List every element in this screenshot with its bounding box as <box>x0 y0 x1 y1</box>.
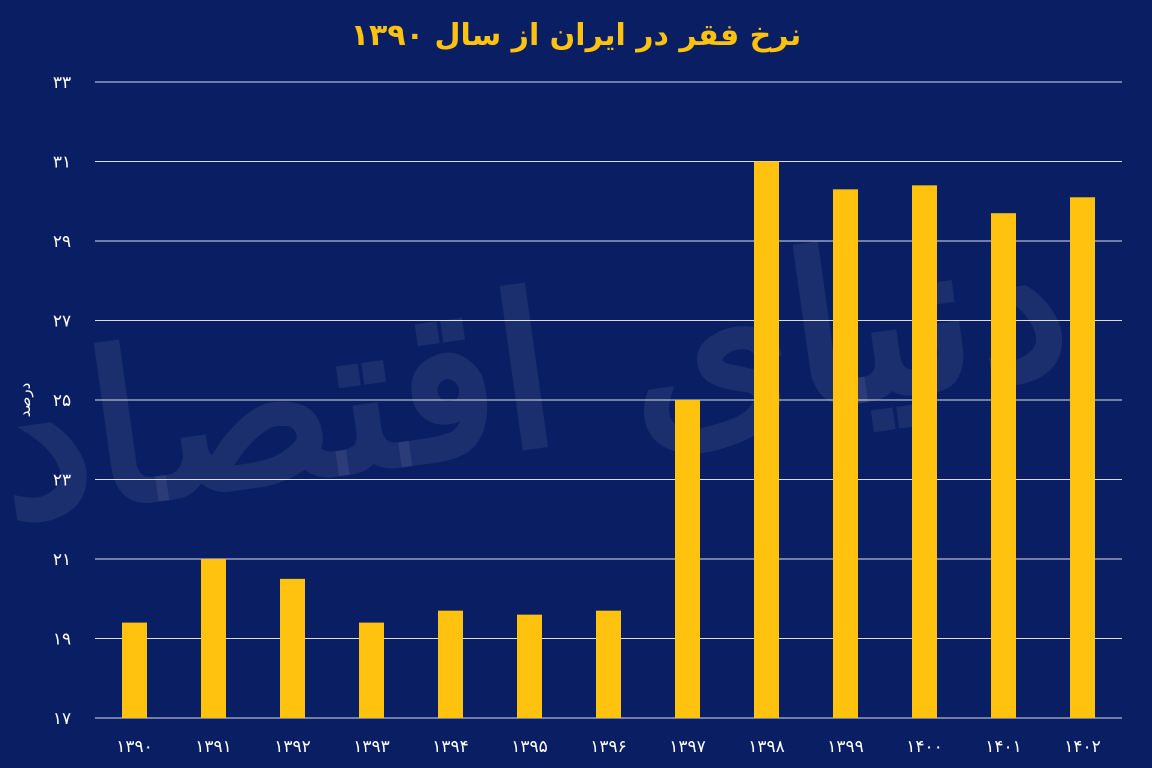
chart-title: نرخ فقر در ایران از سال ۱۳۹۰ <box>350 18 802 53</box>
x-tick-label: ۱۳۹۹ <box>827 737 864 757</box>
bar <box>122 622 147 718</box>
bar <box>912 185 937 719</box>
y-tick-label: ۱۷ <box>53 709 71 729</box>
bar <box>280 578 305 718</box>
x-tick-label: ۱۳۹۱ <box>195 737 232 757</box>
bar <box>359 622 384 718</box>
x-tick-label: ۱۳۹۸ <box>748 737 785 757</box>
y-tick-label: ۲۹ <box>53 232 71 252</box>
x-tick-label: ۱۳۹۵ <box>511 737 548 757</box>
y-tick-label: ۲۱ <box>53 550 71 570</box>
x-tick-label: ۱۴۰۲ <box>1064 737 1101 757</box>
bar <box>675 400 700 718</box>
y-axis-label: درصد <box>16 383 34 418</box>
bar <box>517 614 542 718</box>
y-tick-label: ۲۵ <box>53 391 71 411</box>
x-tick-label: ۱۴۰۱ <box>985 737 1022 757</box>
bar <box>1070 197 1095 718</box>
y-tick-label: ۳۳ <box>53 73 71 93</box>
x-tick-label: ۱۳۹۲ <box>274 737 311 757</box>
y-tick-label: ۱۹ <box>53 630 71 650</box>
bar <box>833 189 858 718</box>
y-tick-label: ۳۱ <box>53 153 71 173</box>
bar <box>754 161 779 718</box>
x-tick-label: ۱۳۹۴ <box>432 737 469 757</box>
x-tick-label: ۱۳۹۰ <box>116 737 153 757</box>
y-tick-label: ۲۳ <box>53 471 71 491</box>
bar <box>201 559 226 718</box>
bar <box>991 213 1016 719</box>
x-tick-label: ۱۳۹۶ <box>590 737 627 757</box>
x-tick-label: ۱۳۹۳ <box>353 737 390 757</box>
y-tick-label: ۲۷ <box>53 312 71 332</box>
bar <box>438 610 463 718</box>
bar <box>596 610 621 718</box>
x-tick-label: ۱۳۹۷ <box>669 737 706 757</box>
x-tick-label: ۱۴۰۰ <box>906 737 943 757</box>
